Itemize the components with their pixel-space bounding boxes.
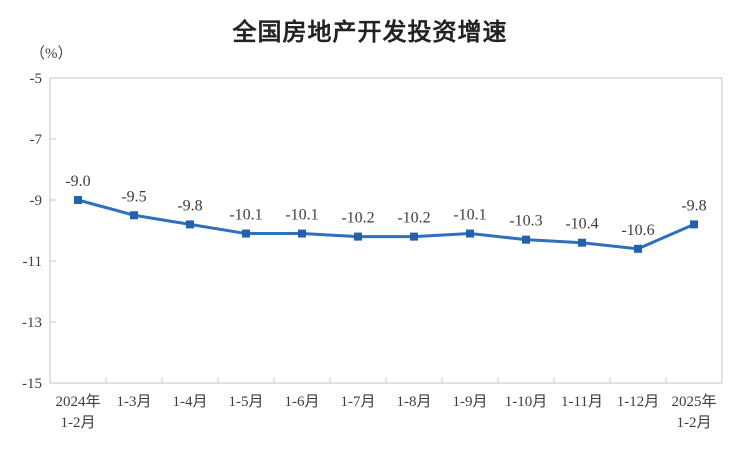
data-point-marker — [634, 244, 642, 253]
data-point-marker — [186, 220, 194, 229]
data-point-marker — [242, 229, 250, 238]
x-axis-label: 1-11月 — [561, 394, 603, 410]
x-axis-label: 2024年 1-2月 — [55, 393, 100, 431]
y-axis-unit-label: （%） — [30, 46, 73, 62]
y-axis-tick-label: -9 — [30, 193, 43, 209]
x-axis-label: 1-4月 — [173, 394, 208, 410]
y-axis-tick-label: -5 — [30, 71, 43, 87]
x-axis-label: 1-7月 — [341, 394, 376, 410]
x-axis-label: 1-12月 — [617, 394, 660, 410]
y-axis-tick-label: -15 — [22, 376, 42, 392]
data-point-label: -10.1 — [285, 207, 318, 224]
y-axis-tick-label: -11 — [23, 254, 42, 270]
x-axis-label: 1-3月 — [117, 394, 152, 410]
x-axis-label: 1-8月 — [397, 394, 432, 410]
data-point-marker — [522, 235, 530, 244]
data-point-marker — [74, 196, 82, 204]
x-axis-label: 1-10月 — [505, 394, 548, 410]
data-point-label: -10.6 — [621, 222, 654, 239]
data-point-label: -10.1 — [453, 207, 486, 224]
data-point-label: -10.1 — [229, 207, 262, 224]
chart-title: 全国房地产开发投资增速 — [232, 19, 508, 46]
x-axis-label: 2025年 1-2月 — [671, 393, 716, 431]
data-point-label: -10.4 — [565, 216, 598, 233]
data-point-label: -9.8 — [681, 197, 706, 214]
x-axis-label: 1-9月 — [453, 394, 488, 410]
x-axis-label: 1-5月 — [229, 394, 264, 410]
data-point-marker — [466, 229, 474, 238]
data-point-marker — [690, 220, 698, 229]
y-axis-tick-label: -7 — [30, 132, 43, 148]
data-point-marker — [130, 211, 138, 220]
data-point-marker — [410, 232, 418, 241]
data-point-marker — [354, 232, 362, 241]
series-line — [76, 198, 696, 251]
y-axis-tick-label: -13 — [22, 315, 42, 331]
x-axis-label: 1-6月 — [285, 394, 320, 410]
data-point-marker — [578, 238, 586, 247]
data-point-label: -10.3 — [509, 213, 542, 230]
data-point-label: -10.2 — [341, 210, 374, 227]
data-point-label: -9.8 — [177, 197, 202, 214]
data-point-label: -9.0 — [65, 173, 90, 190]
data-point-marker — [298, 229, 306, 238]
data-point-label: -9.5 — [121, 188, 146, 205]
data-point-label: -10.2 — [397, 210, 430, 227]
